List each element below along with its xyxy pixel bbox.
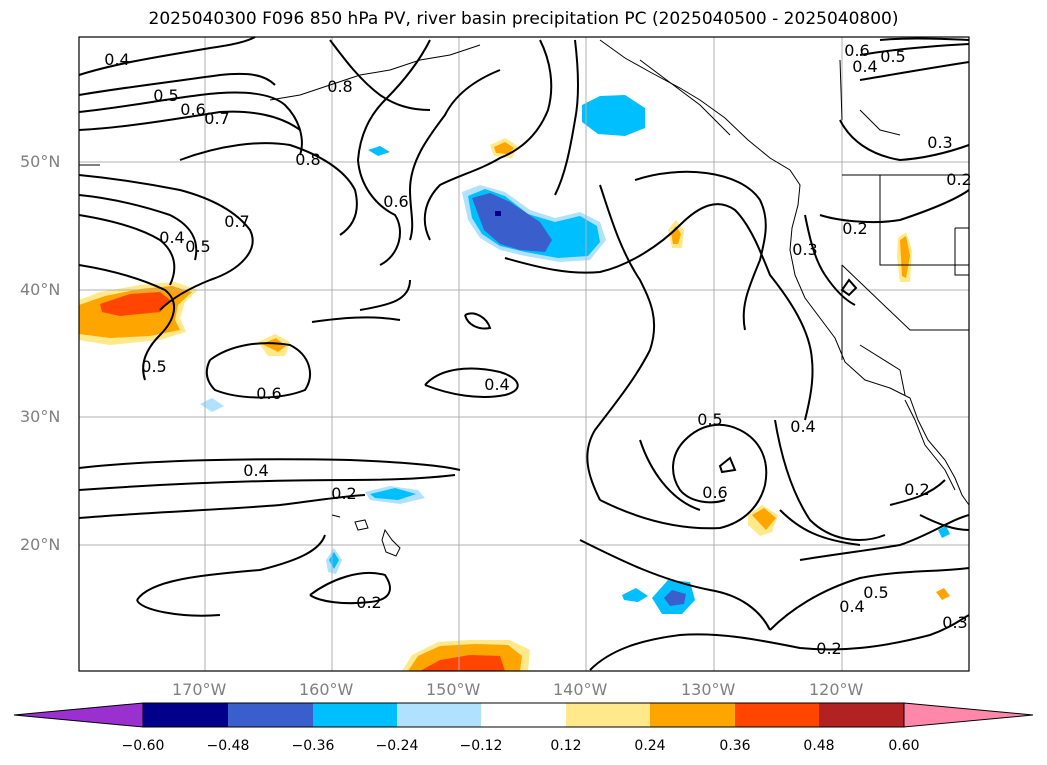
contour-label: 0.5: [141, 357, 166, 376]
contour-label: 0.6: [256, 384, 281, 403]
contour-label: 0.4: [790, 417, 815, 436]
colorbar-tick-label: 0.36: [719, 738, 751, 754]
contour-label: 0.4: [484, 375, 509, 394]
colorbar-bin: [650, 703, 735, 727]
contour-label: 0.6: [180, 100, 205, 119]
colorbar-tick-label: −0.36: [291, 738, 335, 754]
contour-label: 0.5: [153, 86, 178, 105]
contour-label: 0.2: [904, 480, 929, 499]
colorbar-bin: [481, 703, 566, 727]
lon-label: 140°W: [553, 680, 608, 699]
lat-label: 50°N: [20, 152, 61, 171]
pv-contours: [78, 36, 970, 671]
colorbar-tick-label: 0.60: [888, 738, 920, 754]
contour-label: 0.2: [816, 639, 841, 658]
contour-label-group: 0.4 0.5 0.6 0.7 0.8 0.8 0.7 0.5 0.4 0.6 …: [104, 41, 971, 658]
lon-label: 160°W: [299, 680, 354, 699]
lon-label: 120°W: [809, 680, 864, 699]
contour-label: 0.8: [295, 150, 320, 169]
lon-label: 130°W: [681, 680, 736, 699]
contour-label: 0.7: [204, 109, 229, 128]
colorbar-tick-label: 0.48: [803, 738, 835, 754]
colorbar: [13, 702, 1034, 728]
contour-label: 0.2: [331, 484, 356, 503]
map-frame: [78, 36, 970, 672]
colorbar-bin: [397, 703, 481, 727]
contour-label: 0.5: [863, 583, 888, 602]
contour-label: 0.8: [327, 77, 352, 96]
contour-label: 0.3: [792, 240, 817, 259]
contour-label: 0.4: [104, 50, 129, 69]
contour-label: 0.2: [356, 593, 381, 612]
lat-label: 30°N: [20, 407, 61, 426]
contour-label: 0.5: [185, 237, 210, 256]
contour-label: 0.6: [702, 483, 727, 502]
contour-label: 0.4: [159, 228, 184, 247]
contour-label: 0.4: [839, 597, 864, 616]
contour-label: 0.2: [946, 170, 971, 189]
colorbar-max-arrow: [903, 702, 1034, 728]
lat-label: 20°N: [20, 535, 61, 554]
lon-label: 150°W: [426, 680, 481, 699]
colorbar-tick-label: −0.24: [375, 738, 419, 754]
contour-label: 0.5: [880, 47, 905, 66]
colorbar-bin: [313, 703, 397, 727]
contour-label: 0.4: [243, 461, 268, 480]
colorbar-bin: [566, 703, 650, 727]
lon-label: 170°W: [172, 680, 227, 699]
lat-label: 40°N: [20, 280, 61, 299]
colorbar-bin: [143, 703, 228, 727]
colorbar-bin: [819, 703, 904, 727]
contour-label: 0.5: [697, 410, 722, 429]
gridlines: [79, 37, 969, 671]
contour-label: 0.4: [852, 57, 877, 76]
contour-label: 0.6: [844, 41, 869, 60]
precip-shading: [79, 95, 950, 671]
colorbar-tick-label: 0.12: [550, 738, 582, 754]
contour-label: 0.3: [942, 613, 967, 632]
contour-label: 0.2: [842, 219, 867, 238]
colorbar-tick-label: −0.60: [121, 738, 165, 754]
contour-label: 0.6: [383, 192, 408, 211]
map-title: 2025040300 F096 850 hPa PV, river basin …: [148, 9, 899, 29]
colorbar-tick-label: −0.12: [459, 738, 503, 754]
colorbar-min-arrow: [13, 702, 144, 728]
contour-label: 0.7: [224, 212, 249, 231]
colorbar-bin: [228, 703, 313, 727]
contour-label: 0.3: [927, 133, 952, 152]
colorbar-tick-label: 0.24: [634, 738, 666, 754]
colorbar-bin: [735, 703, 819, 727]
colorbar-tick-label: −0.48: [206, 738, 250, 754]
coastlines: [79, 39, 970, 557]
